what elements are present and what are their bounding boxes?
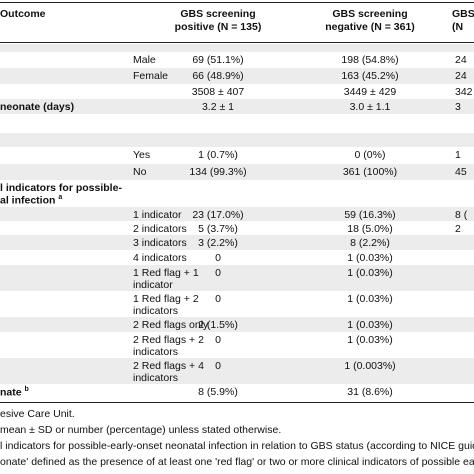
header-negative: negative (N = 361) [325,21,415,33]
header-third: GBS [452,8,474,20]
cell-positive: 134 (99.3%) [189,166,247,178]
cell-positive: 1 (0.7%) [198,149,238,161]
row-sublabel: 2 indicators [133,223,187,235]
footnote: esive Care Unit. [0,408,75,420]
row-outcome: al infection a [0,194,63,207]
header-third: (N [452,21,464,33]
cell-negative: 1 (0.03%) [347,267,393,279]
header-rule [0,42,474,43]
cell-third: 3 [455,101,461,113]
footnote: l indicators for possible-early-onset ne… [0,440,474,452]
cell-positive: 3508 ± 407 [191,86,245,98]
cell-positive: 69 (51.1%) [192,54,244,66]
row-band [0,235,474,250]
row-sublabel: 2 Red flags + 4 indicators [133,360,204,384]
row-band [0,44,474,52]
row-outcome: neonate (days) [0,101,75,113]
footnote-mark: a [58,194,63,201]
cell-positive: 3.2 ± 1 [201,101,235,113]
cell-negative: 361 (100%) [342,166,398,178]
cell-negative: 0 (0%) [354,149,386,161]
cell-negative: 3449 ± 429 [343,86,397,98]
cell-positive: 66 (48.9%) [192,70,244,82]
cell-positive: 23 (17.0%) [192,209,244,221]
header-positive: positive (N = 135) [174,21,262,33]
cell-positive: 0 [215,334,221,346]
cell-negative: 8 (2.2%) [350,237,390,249]
footnote-mark: b [24,386,29,393]
bottom-rule [0,402,474,403]
cell-third: 1 [455,149,461,161]
cell-third: 45 [455,166,467,178]
row-band [0,99,474,114]
cell-negative: 1 (0.003%) [344,360,396,372]
header-outcome: Outcome [0,8,46,20]
top-rule [0,2,474,3]
cell-third: 342 [455,86,473,98]
row-outcome: l indicators for possible- [0,182,122,194]
header-negative: GBS screening [332,8,408,20]
row-band [0,164,474,180]
cell-positive: 0 [215,267,221,279]
cell-positive: 3 (2.2%) [198,237,238,249]
row-sublabel: 2 Red flags + 2 indicators [133,334,204,358]
row-sublabel: No [133,166,147,178]
header-positive: GBS screening [180,8,256,20]
cell-negative: 59 (16.3%) [344,209,396,221]
row-band [0,207,474,221]
cell-positive: 2 (1.5%) [198,319,238,331]
row-sublabel: 2 Red flags only [133,319,209,331]
cell-third: 2 [455,223,461,235]
cell-positive: 0 [215,293,221,305]
row-band [0,68,474,84]
cell-negative: 3.0 ± 1.1 [349,101,391,113]
cell-negative: 1 (0.03%) [347,334,393,346]
row-band [0,265,474,291]
cell-third: 8 ( [455,209,468,221]
cell-positive: 8 (5.9%) [198,386,238,398]
row-sublabel: Male [133,54,156,66]
row-band [0,358,474,384]
row-sublabel: Yes [133,149,151,161]
row-sublabel: 1 Red flag + 1 indicator [133,267,199,291]
cell-negative: 1 (0.03%) [347,293,393,305]
cell-positive: 0 [215,252,221,264]
cell-third: 24 [455,70,467,82]
footnote: onate' defined as the presence of at lea… [0,456,474,468]
row-outcome: nate b [0,386,29,399]
row-sublabel: 4 indicators [133,252,187,264]
cell-negative: 1 (0.03%) [347,319,393,331]
cell-negative: 1 (0.03%) [347,252,393,264]
row-sublabel: 1 indicator [133,209,182,221]
row-sublabel: 1 Red flag + 2 indicators [133,293,199,317]
cell-positive: 0 [215,360,221,372]
footnote: mean ± SD or number (percentage) unless … [0,424,282,436]
cell-negative: 163 (45.2%) [341,70,399,82]
row-band [0,317,474,332]
cell-positive: 5 (3.7%) [198,223,238,235]
row-band [0,133,474,147]
row-sublabel: Female [133,70,169,82]
cell-third: 24 [455,54,467,66]
cell-negative: 31 (8.6%) [347,386,393,398]
cell-negative: 198 (54.8%) [341,54,399,66]
row-sublabel: 3 indicators [133,237,187,249]
cell-negative: 18 (5.0%) [347,223,393,235]
